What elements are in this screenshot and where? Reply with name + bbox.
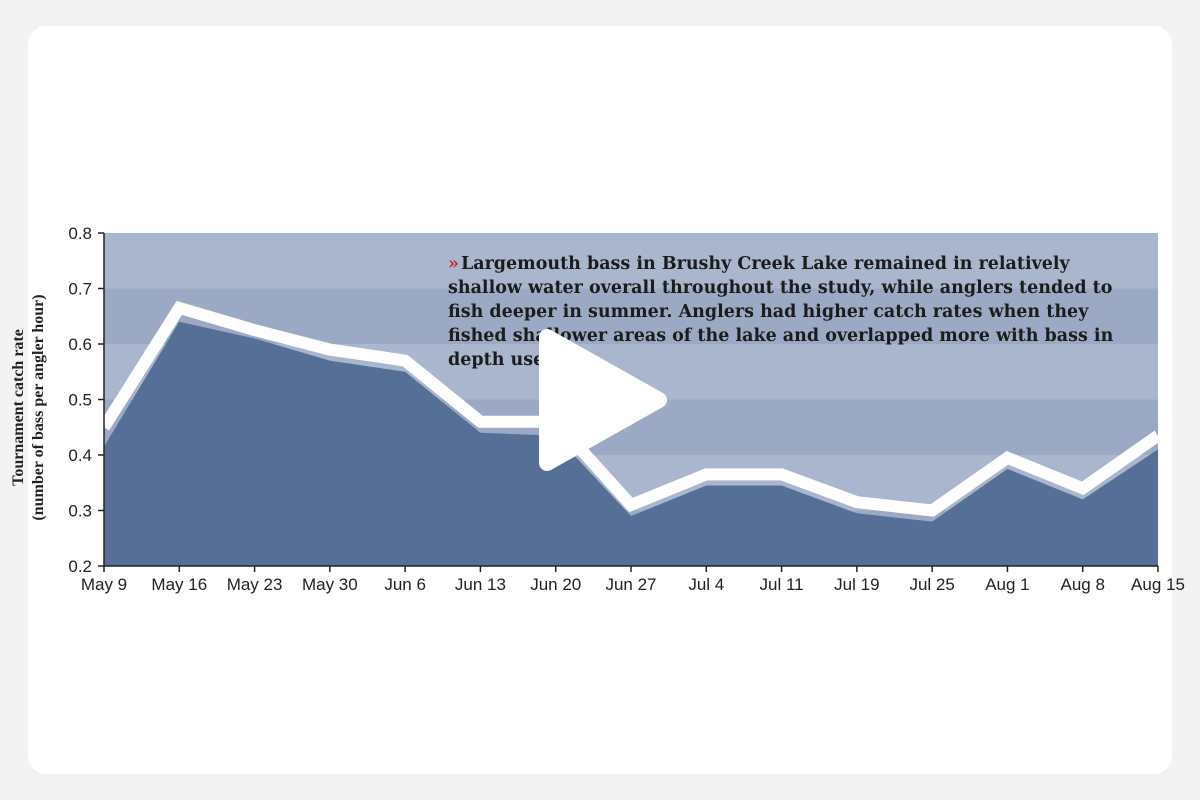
y-tick-label: 0.3 [68,502,92,521]
x-tick-label: Jul 25 [909,575,954,594]
annotation-marker-icon: » [448,254,459,274]
chart-annotation: » Largemouth bass in Brushy Creek Lake re… [448,252,1138,372]
y-axis-label: Tournament catch rate [10,329,27,486]
x-tick-label: Jun 13 [455,575,506,594]
x-tick-label: May 23 [227,575,283,594]
x-tick-label: Aug 1 [985,575,1029,594]
y-axis-label-units: (number of bass per angler hour) [30,294,47,520]
line-series [98,300,1162,517]
x-tick-label: Aug 15 [1131,575,1185,594]
y-tick-label: 0.8 [68,224,92,243]
x-tick-label: Jul 11 [760,575,804,594]
y-tick-label: 0.7 [68,280,92,299]
y-tick-label: 0.6 [68,335,92,354]
x-tick-label: Jun 20 [530,575,581,594]
area-series [104,321,1158,566]
x-tick-label: Jun 27 [605,575,656,594]
x-tick-label: Jun 6 [384,575,426,594]
grid-band [104,233,1158,289]
x-tick-label: May 16 [151,575,207,594]
y-tick-label: 0.2 [68,557,92,576]
play-icon[interactable] [533,323,673,478]
y-tick-label: 0.4 [68,446,92,465]
x-tick-label: May 9 [81,575,127,594]
x-tick-label: Jul 19 [834,575,879,594]
y-tick-label: 0.5 [68,391,92,410]
x-tick-label: Aug 8 [1060,575,1104,594]
x-tick-label: Jul 4 [688,575,724,594]
x-tick-label: May 30 [302,575,358,594]
annotation-text: Largemouth bass in Brushy Creek Lake rem… [448,254,1114,370]
